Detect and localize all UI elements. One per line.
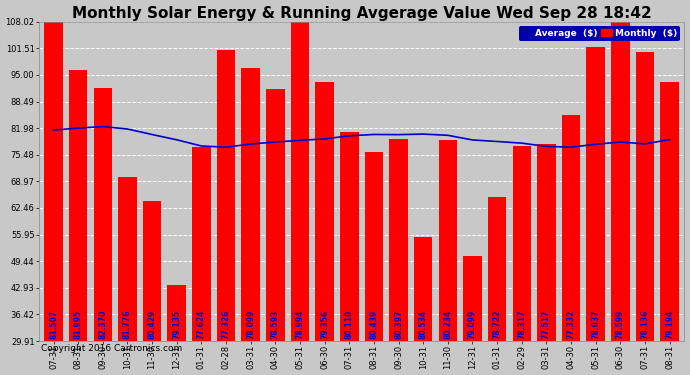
Bar bbox=[463, 256, 482, 341]
Bar bbox=[290, 21, 309, 341]
Text: 81.507: 81.507 bbox=[49, 310, 58, 339]
Bar bbox=[241, 68, 260, 341]
Bar bbox=[513, 146, 531, 341]
Bar bbox=[315, 81, 334, 341]
Text: 78.317: 78.317 bbox=[518, 309, 526, 339]
Bar bbox=[389, 139, 408, 341]
Text: 82.370: 82.370 bbox=[98, 310, 108, 339]
Text: 79.356: 79.356 bbox=[320, 310, 329, 339]
Text: 80.234: 80.234 bbox=[444, 310, 453, 339]
Text: 77.326: 77.326 bbox=[221, 310, 230, 339]
Text: 78.593: 78.593 bbox=[270, 310, 280, 339]
Text: 80.534: 80.534 bbox=[419, 310, 428, 339]
Text: 78.722: 78.722 bbox=[493, 309, 502, 339]
Text: 78.994: 78.994 bbox=[295, 310, 304, 339]
Text: 81.776: 81.776 bbox=[123, 309, 132, 339]
Bar bbox=[69, 70, 88, 341]
Bar bbox=[660, 82, 679, 341]
Text: 78.099: 78.099 bbox=[246, 310, 255, 339]
Bar bbox=[192, 147, 210, 341]
Text: Copyright 2016 Cartronics.com: Copyright 2016 Cartronics.com bbox=[41, 344, 182, 353]
Bar bbox=[488, 197, 506, 341]
Bar bbox=[143, 201, 161, 341]
Bar bbox=[439, 140, 457, 341]
Bar bbox=[364, 152, 383, 341]
Text: 81.995: 81.995 bbox=[74, 310, 83, 339]
Bar bbox=[611, 22, 629, 341]
Text: 78.037: 78.037 bbox=[591, 309, 600, 339]
Bar bbox=[217, 50, 235, 341]
Bar bbox=[168, 285, 186, 341]
Bar bbox=[340, 132, 359, 341]
Bar bbox=[562, 115, 580, 341]
Text: 77.517: 77.517 bbox=[542, 310, 551, 339]
Bar bbox=[538, 144, 555, 341]
Text: 79.135: 79.135 bbox=[172, 310, 181, 339]
Bar bbox=[414, 237, 433, 341]
Bar bbox=[94, 88, 112, 341]
Text: 78.136: 78.136 bbox=[640, 310, 649, 339]
Title: Monthly Solar Energy & Running Avgerage Value Wed Sep 28 18:42: Monthly Solar Energy & Running Avgerage … bbox=[72, 6, 651, 21]
Text: 79.194: 79.194 bbox=[665, 310, 674, 339]
Text: 78.599: 78.599 bbox=[616, 310, 625, 339]
Bar bbox=[44, 22, 63, 341]
Text: 79.099: 79.099 bbox=[468, 310, 477, 339]
Text: 77.624: 77.624 bbox=[197, 310, 206, 339]
Text: 80.110: 80.110 bbox=[345, 310, 354, 339]
Text: 77.332: 77.332 bbox=[566, 310, 575, 339]
Text: 80.429: 80.429 bbox=[148, 310, 157, 339]
Text: 80.397: 80.397 bbox=[394, 310, 403, 339]
Bar bbox=[635, 53, 654, 341]
Bar bbox=[586, 47, 605, 341]
Bar bbox=[266, 89, 284, 341]
Legend: Average  ($), Monthly  ($): Average ($), Monthly ($) bbox=[519, 26, 680, 40]
Bar bbox=[118, 177, 137, 341]
Text: 80.439: 80.439 bbox=[369, 310, 378, 339]
